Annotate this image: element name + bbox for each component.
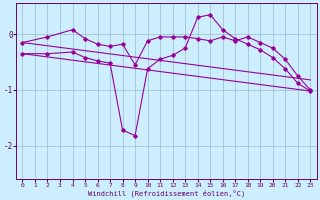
- X-axis label: Windchill (Refroidissement éolien,°C): Windchill (Refroidissement éolien,°C): [88, 189, 245, 197]
